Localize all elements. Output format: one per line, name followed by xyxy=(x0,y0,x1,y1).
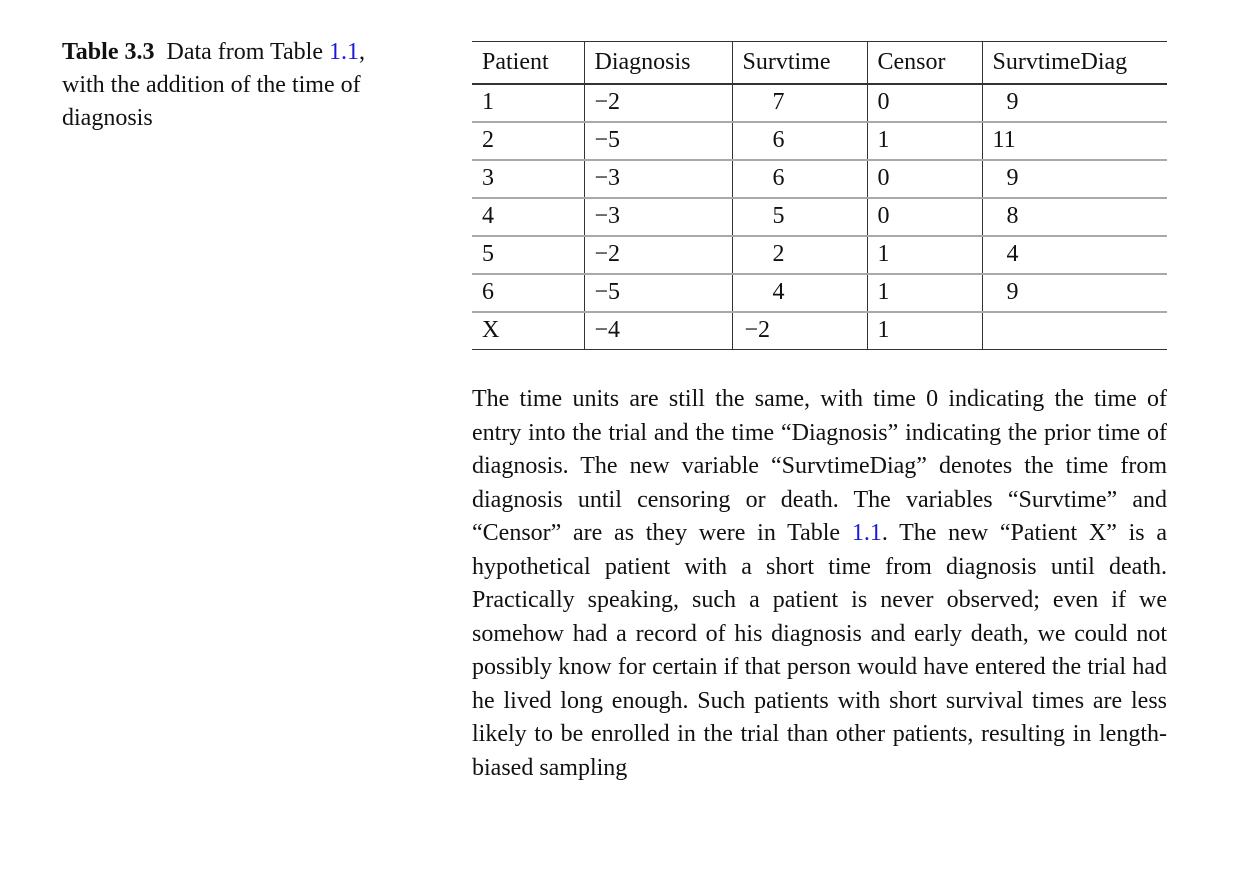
cell-censor: 1 xyxy=(866,311,982,350)
header-survtime: Survtime xyxy=(731,41,867,85)
cell-survtimediag: 8 xyxy=(981,197,1167,237)
cell-patient: X xyxy=(472,311,584,350)
cell-survtimediag xyxy=(981,311,1167,350)
cell-survtime: 7 xyxy=(731,83,867,123)
table-row: 5 −2 2 1 4 xyxy=(472,235,1167,275)
cell-diagnosis: −4 xyxy=(583,311,732,350)
table-footnote: The time units are still the same, with … xyxy=(472,383,1167,785)
caption-table-ref-link[interactable]: 1.1 xyxy=(329,39,359,65)
table-row: 3 −3 6 0 9 xyxy=(472,159,1167,199)
cell-survtimediag: 11 xyxy=(981,121,1167,161)
table-header-row: Patient Diagnosis Survtime Censor Survti… xyxy=(472,41,1167,85)
cell-survtime: −2 xyxy=(731,311,867,350)
table-caption: Table 3.3 Data from Table 1.1, with the … xyxy=(62,36,407,135)
header-censor: Censor xyxy=(866,41,982,85)
data-table-container: Patient Diagnosis Survtime Censor Survti… xyxy=(472,41,1167,350)
footnote-ref-word: Table xyxy=(787,520,841,546)
header-survtimediag: SurvtimeDiag xyxy=(981,41,1167,85)
cell-survtime: 6 xyxy=(731,159,867,199)
cell-survtime: 4 xyxy=(731,273,867,313)
cell-diagnosis: −5 xyxy=(583,121,732,161)
cell-censor: 1 xyxy=(866,235,982,275)
data-table: Patient Diagnosis Survtime Censor Survti… xyxy=(472,41,1167,350)
cell-survtimediag: 9 xyxy=(981,273,1167,313)
cell-diagnosis: −2 xyxy=(583,235,732,275)
cell-patient: 6 xyxy=(472,273,584,313)
cell-censor: 1 xyxy=(866,273,982,313)
footnote-text-part1: The time units are still the same, with … xyxy=(472,386,1167,546)
caption-text-after: , with the addition of the time of diagn… xyxy=(62,39,365,131)
cell-patient: 4 xyxy=(472,197,584,237)
table-row: 1 −2 7 0 9 xyxy=(472,83,1167,123)
cell-survtimediag: 9 xyxy=(981,83,1167,123)
table-row: 4 −3 5 0 8 xyxy=(472,197,1167,237)
cell-diagnosis: −5 xyxy=(583,273,732,313)
cell-survtime: 5 xyxy=(731,197,867,237)
table-label: Table 3.3 xyxy=(62,39,155,65)
cell-censor: 1 xyxy=(866,121,982,161)
cell-patient: 1 xyxy=(472,83,584,123)
cell-survtimediag: 4 xyxy=(981,235,1167,275)
table-row: 6 −5 4 1 9 xyxy=(472,273,1167,313)
cell-patient: 5 xyxy=(472,235,584,275)
cell-survtime: 2 xyxy=(731,235,867,275)
header-patient: Patient xyxy=(472,41,584,85)
cell-diagnosis: −3 xyxy=(583,159,732,199)
cell-patient: 3 xyxy=(472,159,584,199)
header-diagnosis: Diagnosis xyxy=(583,41,732,85)
cell-diagnosis: −3 xyxy=(583,197,732,237)
cell-survtime: 6 xyxy=(731,121,867,161)
caption-text-before: Data from xyxy=(166,39,265,65)
cell-censor: 0 xyxy=(866,159,982,199)
footnote-text-part2: . The new “Patient X” is a hypothetical … xyxy=(472,520,1167,781)
cell-censor: 0 xyxy=(866,197,982,237)
footnote-table-ref-link[interactable]: 1.1 xyxy=(851,520,882,546)
cell-patient: 2 xyxy=(472,121,584,161)
table-row: 2 −5 6 1 11 xyxy=(472,121,1167,161)
caption-ref-word: Table xyxy=(270,39,323,65)
cell-survtimediag: 9 xyxy=(981,159,1167,199)
cell-censor: 0 xyxy=(866,83,982,123)
table-row: X −4 −2 1 xyxy=(472,311,1167,350)
cell-diagnosis: −2 xyxy=(583,83,732,123)
